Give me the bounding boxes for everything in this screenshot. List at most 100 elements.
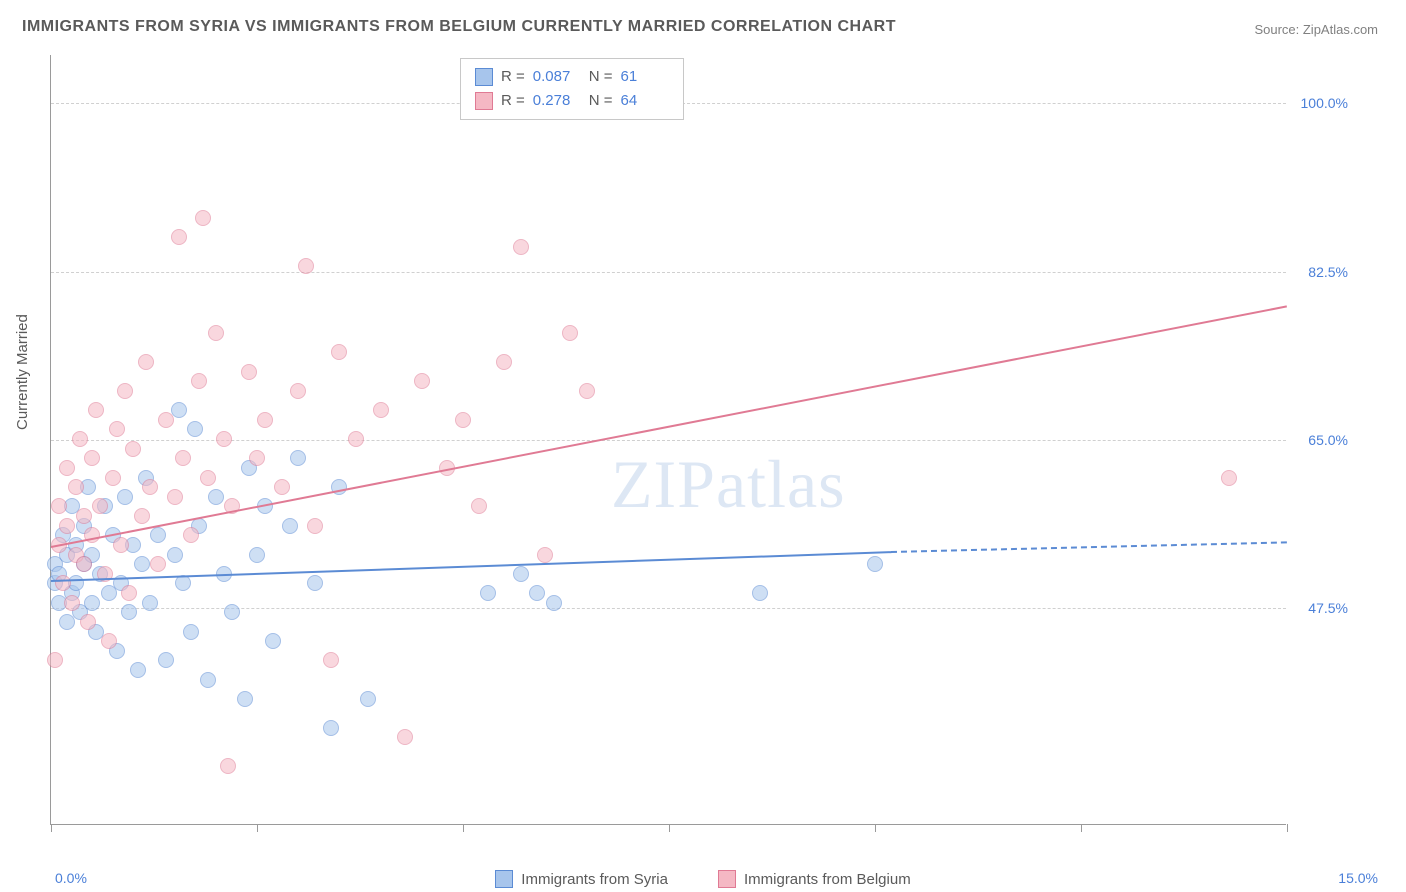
x-tick xyxy=(669,824,670,832)
data-point xyxy=(241,364,257,380)
data-point xyxy=(72,431,88,447)
data-point xyxy=(175,575,191,591)
data-point xyxy=(183,527,199,543)
legend-n-label: N = xyxy=(589,65,613,89)
legend-swatch xyxy=(718,870,736,888)
data-point xyxy=(130,662,146,678)
data-point xyxy=(307,575,323,591)
legend-swatch xyxy=(475,68,493,86)
data-point xyxy=(397,729,413,745)
data-point xyxy=(513,566,529,582)
legend-item: Immigrants from Belgium xyxy=(718,870,911,888)
data-point xyxy=(307,518,323,534)
data-point xyxy=(1221,470,1237,486)
data-point xyxy=(579,383,595,399)
data-point xyxy=(134,556,150,572)
data-point xyxy=(237,691,253,707)
data-point xyxy=(150,556,166,572)
data-point xyxy=(867,556,883,572)
data-point xyxy=(92,498,108,514)
gridline xyxy=(51,440,1286,441)
data-point xyxy=(125,441,141,457)
data-point xyxy=(167,489,183,505)
y-tick-label: 47.5% xyxy=(1308,600,1348,616)
data-point xyxy=(187,421,203,437)
data-point xyxy=(101,633,117,649)
legend-swatch xyxy=(475,92,493,110)
y-tick-label: 100.0% xyxy=(1301,95,1348,111)
data-point xyxy=(290,383,306,399)
data-point xyxy=(113,537,129,553)
data-point xyxy=(471,498,487,514)
data-point xyxy=(64,595,80,611)
data-point xyxy=(158,652,174,668)
legend-r-value: 0.278 xyxy=(533,89,581,113)
series-legend: Immigrants from Syria Immigrants from Bel… xyxy=(0,870,1406,888)
data-point xyxy=(360,691,376,707)
legend-label: Immigrants from Syria xyxy=(521,871,668,888)
data-point xyxy=(529,585,545,601)
data-point xyxy=(150,527,166,543)
gridline xyxy=(51,272,1286,273)
data-point xyxy=(200,672,216,688)
data-point xyxy=(117,489,133,505)
scatter-chart: ZIPatlas 47.5%65.0%82.5%100.0% xyxy=(50,55,1286,825)
data-point xyxy=(752,585,768,601)
data-point xyxy=(84,595,100,611)
data-point xyxy=(105,470,121,486)
data-point xyxy=(323,652,339,668)
data-point xyxy=(480,585,496,601)
y-tick-label: 65.0% xyxy=(1308,432,1348,448)
legend-swatch xyxy=(495,870,513,888)
data-point xyxy=(121,585,137,601)
data-point xyxy=(134,508,150,524)
data-point xyxy=(274,479,290,495)
legend-label: Immigrants from Belgium xyxy=(744,871,911,888)
data-point xyxy=(51,498,67,514)
data-point xyxy=(348,431,364,447)
data-point xyxy=(175,450,191,466)
y-tick-label: 82.5% xyxy=(1308,264,1348,280)
correlation-legend: R =0.087N =61R =0.278N =64 xyxy=(460,58,684,120)
data-point xyxy=(117,383,133,399)
source-label: Source: ZipAtlas.com xyxy=(1254,22,1378,37)
data-point xyxy=(323,720,339,736)
data-point xyxy=(200,470,216,486)
x-tick xyxy=(875,824,876,832)
data-point xyxy=(331,344,347,360)
data-point xyxy=(68,479,84,495)
data-point xyxy=(138,354,154,370)
data-point xyxy=(167,547,183,563)
x-tick xyxy=(51,824,52,832)
data-point xyxy=(191,373,207,389)
legend-n-label: N = xyxy=(589,89,613,113)
chart-title: IMMIGRANTS FROM SYRIA VS IMMIGRANTS FROM… xyxy=(22,18,896,36)
legend-r-value: 0.087 xyxy=(533,65,581,89)
data-point xyxy=(171,229,187,245)
data-point xyxy=(59,518,75,534)
data-point xyxy=(47,652,63,668)
data-point xyxy=(76,556,92,572)
x-tick xyxy=(463,824,464,832)
data-point xyxy=(546,595,562,611)
data-point xyxy=(496,354,512,370)
legend-row: R =0.087N =61 xyxy=(475,65,669,89)
y-axis-label: Currently Married xyxy=(14,314,31,430)
legend-r-label: R = xyxy=(501,65,525,89)
data-point xyxy=(455,412,471,428)
data-point xyxy=(142,595,158,611)
data-point xyxy=(282,518,298,534)
legend-r-label: R = xyxy=(501,89,525,113)
trend-line xyxy=(891,541,1287,553)
data-point xyxy=(373,402,389,418)
watermark-text: ZIPatlas xyxy=(611,445,846,524)
data-point xyxy=(121,604,137,620)
data-point xyxy=(59,460,75,476)
data-point xyxy=(88,402,104,418)
legend-row: R =0.278N =64 xyxy=(475,89,669,113)
x-tick xyxy=(257,824,258,832)
data-point xyxy=(208,489,224,505)
data-point xyxy=(183,624,199,640)
data-point xyxy=(84,450,100,466)
data-point xyxy=(208,325,224,341)
